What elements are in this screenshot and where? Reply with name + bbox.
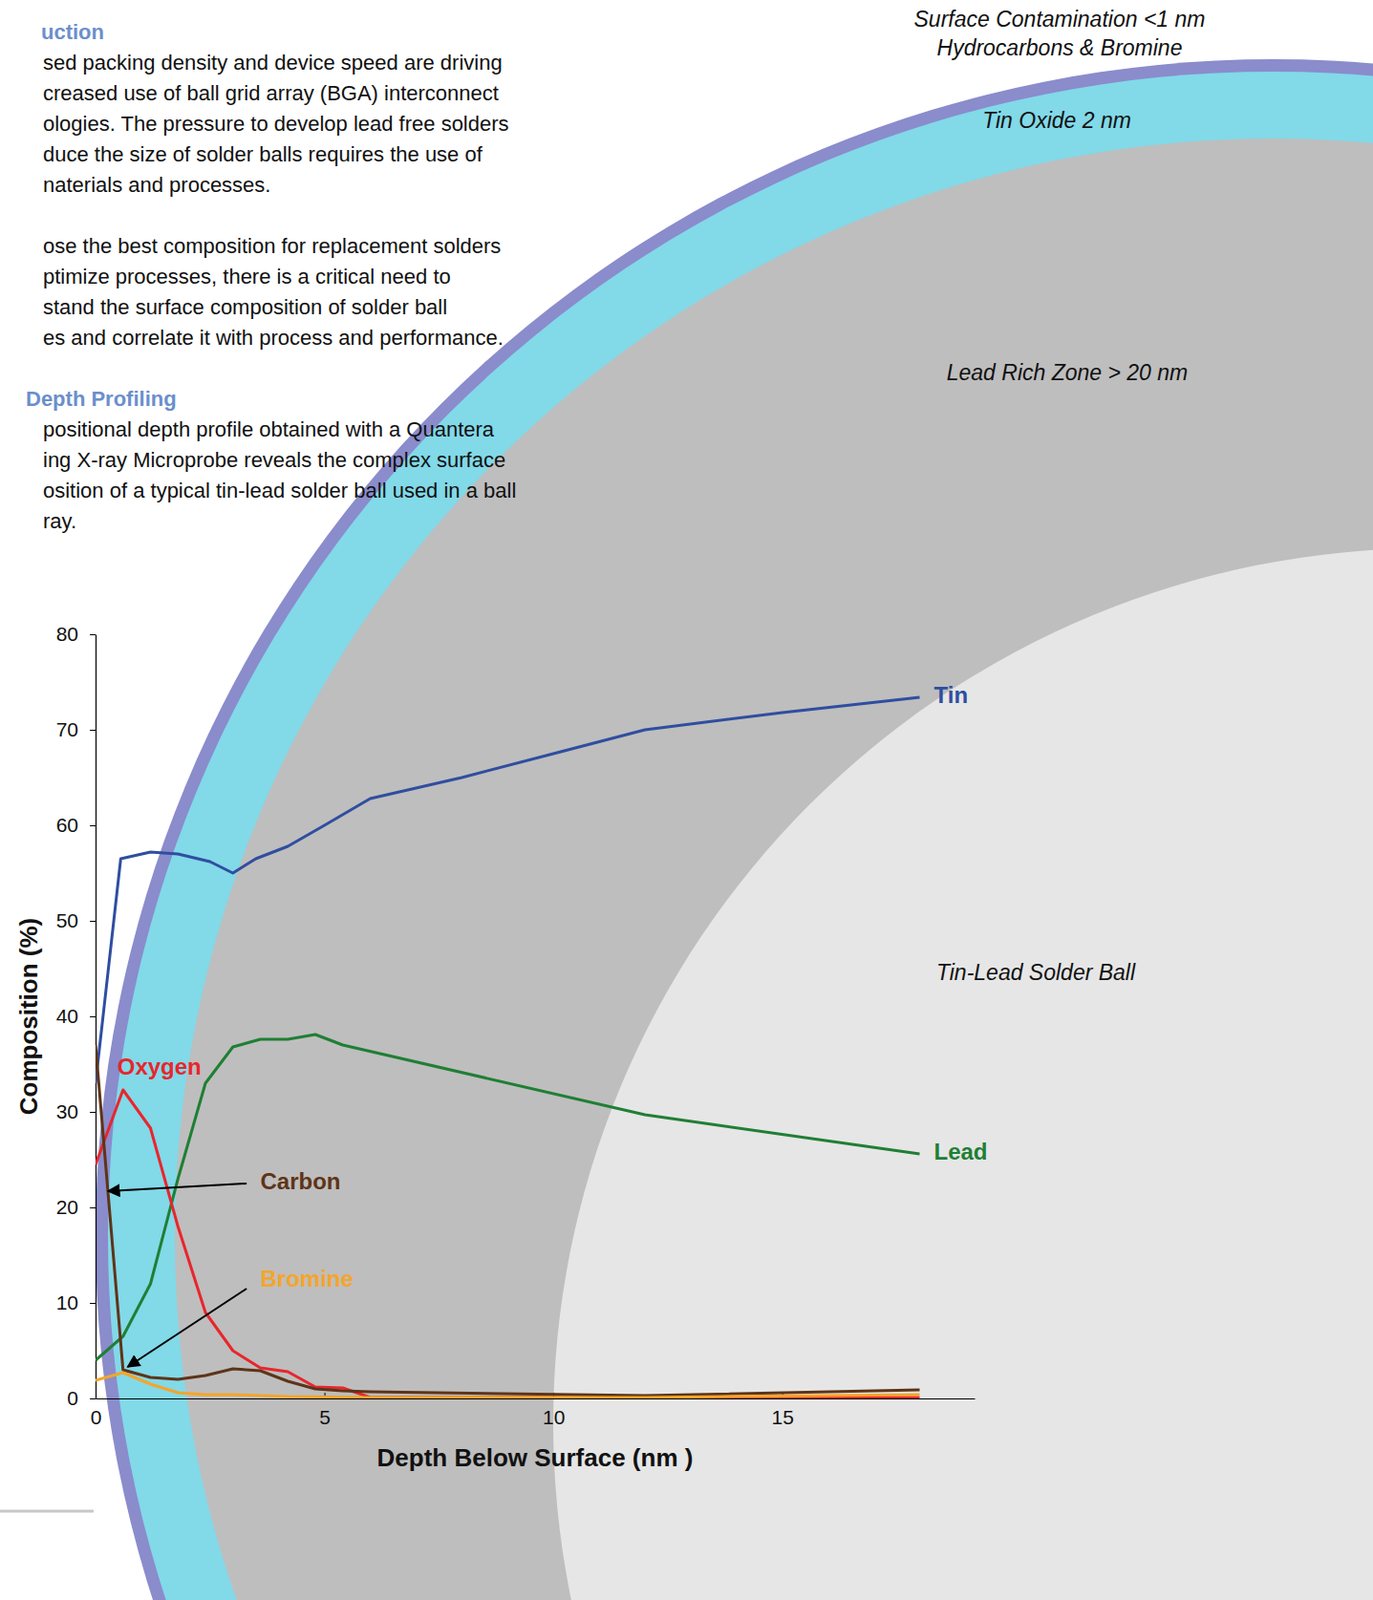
tick-label: 20 (56, 1196, 79, 1219)
section-heading: uction (41, 20, 105, 44)
diagram-label: Tin-Lead Solder Ball (936, 960, 1137, 986)
axis-line (96, 1398, 976, 1400)
series-labels: Tin Lead Oxygen Carbon Bromine (107, 682, 988, 1368)
tick-mark (89, 1207, 96, 1209)
tick: 50 (56, 909, 96, 932)
label-arrow (107, 1183, 247, 1192)
body-text: naterials and processes. (42, 172, 271, 197)
series-line (95, 1034, 921, 1361)
series-line (95, 1045, 921, 1396)
tick-mark (89, 1016, 96, 1018)
body-text: ray. (42, 509, 77, 534)
tick: 30 (56, 1100, 96, 1123)
chart: 0 5 10 15 0 10 20 30 40 50 60 70 80 Depth Below Surfa… (14, 622, 988, 1473)
tick: 40 (56, 1005, 96, 1028)
tick: 10 (56, 1291, 96, 1314)
tick: 20 (56, 1196, 96, 1219)
diagram-label: Tin Oxide 2 nm (982, 107, 1132, 133)
tick: 60 (56, 814, 96, 837)
tick: 0 (66, 1387, 96, 1410)
tick: 70 (56, 718, 96, 741)
page-text: uction sed packing density and device spe… (25, 20, 516, 534)
tick-mark (89, 1303, 96, 1305)
lead-rich-zone (174, 138, 1373, 1600)
axis-line (95, 635, 97, 1400)
tick-label: 30 (56, 1100, 79, 1123)
tick-mark (89, 1112, 96, 1114)
plot-area (95, 697, 921, 1398)
tick-label: 60 (56, 814, 79, 837)
tick-label: 15 (772, 1406, 794, 1429)
series-label: Tin (934, 682, 969, 708)
body-text: osition of a typical tin-lead solder bal… (42, 478, 516, 503)
contamination-layer (95, 59, 1373, 1600)
rule (0, 1510, 94, 1514)
diagram-label: Surface Contamination <1 nm (914, 6, 1206, 32)
tick-label: 0 (66, 1387, 79, 1410)
tick-mark (89, 1398, 96, 1400)
solder-ball-diagram (95, 59, 1373, 1600)
body-text: stand the surface composition of solder … (42, 295, 448, 320)
series-line (95, 697, 921, 1084)
page: Surface Contamination <1 nm Hydrocarbons … (0, 0, 1373, 1600)
tick-label: 80 (56, 622, 79, 645)
body-text: duce the size of solder balls requires t… (42, 142, 484, 167)
series-label: Carbon (260, 1168, 342, 1195)
y-axis-title: Composition (%) (14, 918, 43, 1116)
body-text: ing X-ray Microprobe reveals the complex… (42, 448, 506, 472)
solder-core (553, 548, 1373, 1600)
series-label: Oxygen (117, 1053, 202, 1080)
tick-label: 5 (319, 1406, 331, 1429)
body-text: creased use of ball grid array (BGA) int… (42, 81, 499, 106)
series-line (95, 1090, 921, 1398)
tick: 80 (56, 622, 96, 645)
tick-mark (89, 921, 96, 923)
body-text: positional depth profile obtained with a… (42, 417, 495, 442)
tick-label: 10 (542, 1406, 565, 1429)
body-text: ptimize processes, there is a critical n… (42, 264, 451, 289)
tick-mark (89, 634, 96, 636)
diagram-labels: Surface Contamination <1 nm Hydrocarbons … (914, 6, 1206, 986)
series-label: Lead (934, 1138, 988, 1165)
y-axis: 0 10 20 30 40 50 60 70 80 (56, 622, 97, 1410)
diagram-label: Hydrocarbons & Bromine (937, 35, 1183, 61)
body-text: es and correlate it with process and per… (42, 325, 504, 350)
label-arrow (128, 1288, 248, 1368)
series-line (95, 1373, 921, 1398)
diagram-label: Lead Rich Zone > 20 nm (946, 360, 1189, 386)
body-text: sed packing density and device speed are… (42, 50, 503, 75)
body-text: ologies. The pressure to develop lead fr… (42, 111, 510, 136)
tick-mark (89, 825, 96, 827)
tick-label: 50 (56, 909, 79, 932)
series-label: Bromine (260, 1265, 354, 1292)
tick-label: 70 (56, 718, 79, 741)
body-text: ose the best composition for replacement… (42, 234, 501, 258)
section-heading: Depth Profiling (25, 386, 177, 411)
x-axis-title: Depth Below Surface (nm ) (377, 1443, 694, 1473)
tick-mark (89, 729, 96, 731)
tick-label: 40 (56, 1005, 79, 1028)
tick-label: 10 (56, 1291, 79, 1314)
tick-label: 0 (90, 1406, 103, 1429)
